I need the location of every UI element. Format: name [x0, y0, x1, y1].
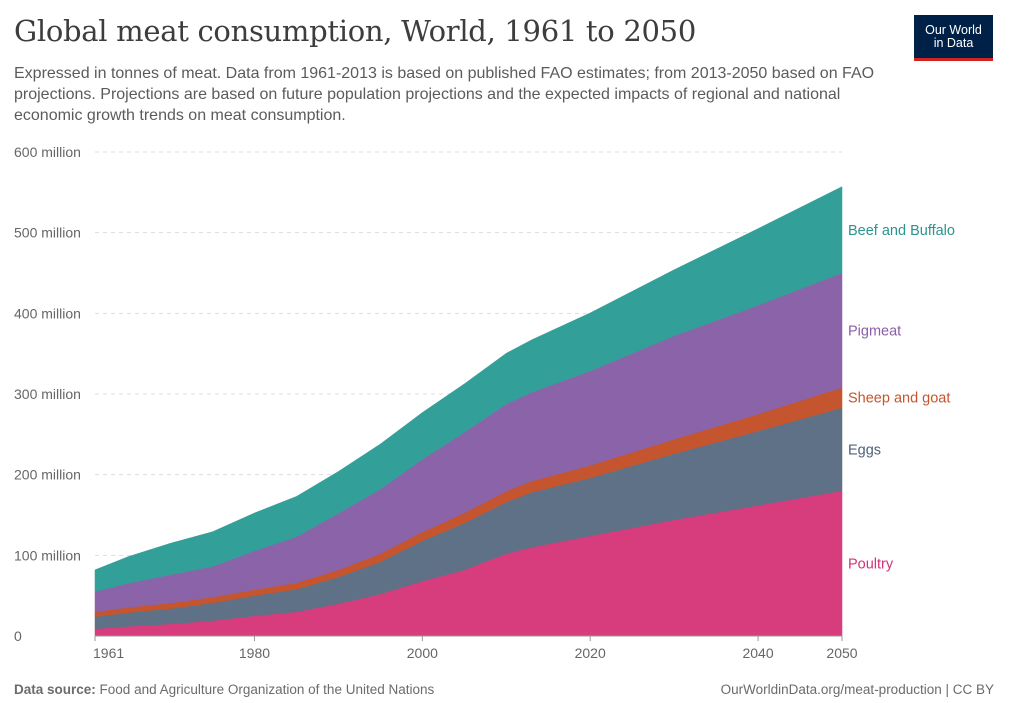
series-label-beef-and-buffalo: Beef and Buffalo: [848, 223, 955, 239]
x-tick-label: 2000: [407, 645, 438, 661]
y-tick-label: 100 million: [14, 547, 81, 563]
x-tick-label: 2040: [742, 645, 773, 661]
y-tick-label: 400 million: [14, 305, 81, 321]
series-label-eggs: Eggs: [848, 442, 881, 458]
y-tick-label: 200 million: [14, 467, 81, 483]
owid-logo[interactable]: Our World in Data: [914, 15, 993, 61]
series-label-poultry: Poultry: [848, 556, 894, 572]
x-tick-label: 2020: [575, 645, 606, 661]
chart-title: Global meat consumption, World, 1961 to …: [14, 14, 696, 48]
x-tick-label: 2050: [826, 645, 857, 661]
series-label-sheep-and-goat: Sheep and goat: [848, 391, 950, 407]
area-series[interactable]: [94, 186, 843, 637]
series-label-pigmeat: Pigmeat: [848, 323, 901, 339]
logo-line-2: in Data: [933, 35, 974, 50]
x-tick-label: 1980: [239, 645, 270, 661]
data-source-text: Food and Agriculture Organization of the…: [99, 682, 435, 697]
x-tick-label: 1961: [93, 645, 124, 661]
y-tick-label: 600 million: [14, 144, 81, 160]
y-tick-label: 500 million: [14, 225, 81, 241]
area-beef-and-buffalo[interactable]: [94, 186, 843, 592]
data-source: Data source: Food and Agriculture Organi…: [14, 682, 434, 697]
y-tick-label: 0: [14, 628, 22, 644]
y-tick-label: 300 million: [14, 386, 81, 402]
series-labels: Poultry Eggs Sheep and goat Pigmeat Beef and…: [848, 223, 955, 573]
source-url[interactable]: OurWorldinData.org/meat-production | CC …: [720, 682, 994, 697]
data-source-label: Data source:: [14, 682, 96, 697]
logo-line-1: Our World: [925, 22, 982, 37]
chart-subtitle: Expressed in tonnes of meat. Data from 1…: [14, 65, 875, 124]
axes: 0 100 million 200 million 300 million 400 mi…: [14, 144, 858, 661]
